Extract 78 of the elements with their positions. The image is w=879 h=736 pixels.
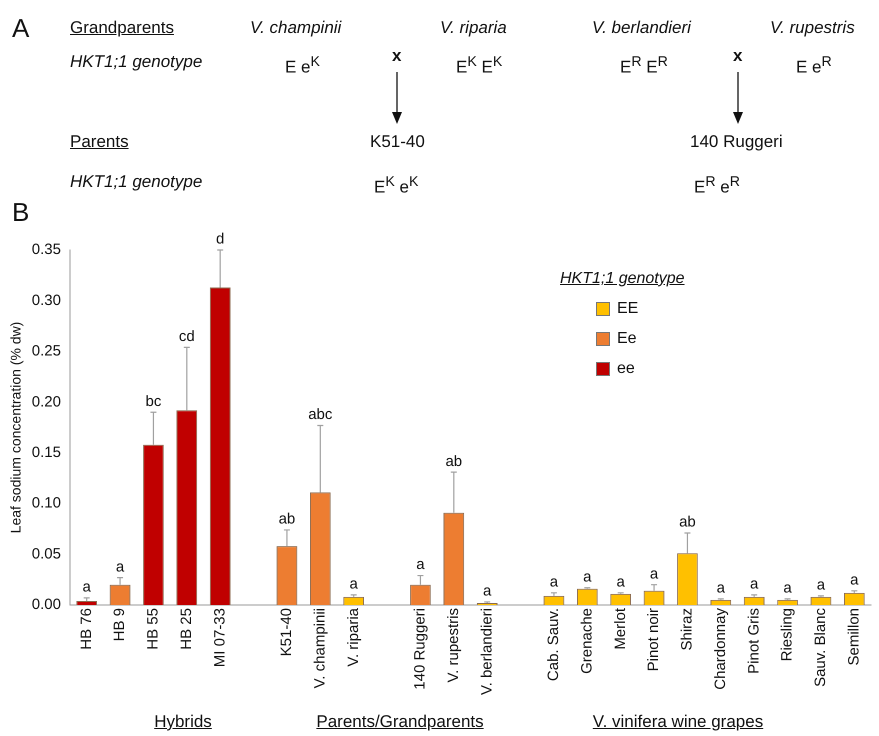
x-tick-label: Shiraz: [678, 608, 696, 651]
text: HKT1;1 genotype: [70, 172, 202, 192]
x-tick-label: K51-40: [278, 608, 296, 656]
y-tick-label: 0.10: [32, 494, 61, 512]
y-tick-label: 0.00: [32, 596, 61, 614]
text: K51-40: [370, 132, 425, 152]
x-tick-label: Grenache: [578, 608, 596, 674]
text: A: [12, 13, 30, 43]
legend-title: HKT1;1 genotype: [560, 270, 685, 288]
y-tick-label: 0.30: [32, 292, 61, 309]
annotation: d: [216, 230, 224, 248]
annotation: a: [116, 558, 125, 576]
text: E$^{R}$ E$^{R}$: [620, 53, 668, 78]
text: x: [733, 46, 742, 66]
text: x: [392, 46, 402, 66]
x-tick-label: Semillon: [845, 608, 862, 666]
text: V. riparia: [440, 18, 507, 38]
text: V. berlandieri: [592, 18, 691, 38]
x-tick-label: Merlot: [612, 607, 629, 650]
text: E e$^{K}$: [285, 53, 320, 78]
y-tick-label: 0.05: [32, 545, 61, 562]
text: Parents/Grandparents: [316, 712, 484, 732]
annotation: bc: [146, 392, 162, 410]
x-tick-label: V. berlandieri: [478, 608, 496, 696]
text: E$^{K}$ E$^{K}$: [456, 53, 502, 78]
annotation: a: [816, 576, 826, 594]
annotation: abc: [308, 406, 333, 424]
annotation: a: [82, 578, 92, 596]
x-tick-label: Pinot Gris: [745, 608, 762, 674]
text: Parents: [70, 132, 129, 152]
x-tick-label: Riesling: [778, 608, 796, 662]
legend-label: EE: [617, 300, 638, 318]
y-tick-label: 0.25: [32, 342, 61, 360]
text: B: [12, 197, 30, 227]
x-tick-label: 140 Ruggeri: [412, 608, 429, 690]
annotation: a: [483, 582, 492, 600]
annotation: a: [750, 575, 760, 592]
x-tick-label: V. champinii: [311, 608, 328, 688]
annotation: a: [416, 556, 426, 574]
text: V. champinii: [250, 18, 342, 38]
x-tick-label: Pinot noir: [645, 608, 662, 672]
annotation: a: [650, 565, 659, 582]
y-tick-label: 0.20: [32, 393, 61, 410]
y-tick-label: 0.15: [32, 444, 61, 461]
annotation: a: [350, 575, 359, 592]
annotation: a: [550, 573, 559, 590]
text: Hybrids: [154, 712, 212, 732]
x-tick-label: Cab. Sauv.: [545, 608, 562, 682]
annotation: a: [616, 573, 626, 590]
text: E$^{R}$ e$^{R}$: [694, 173, 740, 198]
text: V. vinifera wine grapes: [592, 712, 764, 732]
x-tick-label: Sauv. Blanc: [812, 608, 830, 687]
annotation: ab: [278, 510, 296, 528]
x-tick-label: HB 25: [178, 608, 195, 650]
text: HKT1;1 genotype: [70, 52, 202, 72]
legend-label: ee: [617, 360, 635, 378]
text: E$^{K}$ e$^{K}$: [374, 173, 418, 198]
text: Grandparents: [70, 18, 174, 38]
text: E e$^{R}$: [796, 53, 832, 78]
x-tick-label: MI 07-33: [211, 608, 228, 668]
x-tick-label: V. riparia: [344, 607, 362, 667]
annotation: cd: [178, 328, 195, 346]
annotation: ab: [679, 514, 696, 531]
y-axis-title: Leaf sodium concentration (% dw): [7, 322, 24, 534]
text: 140 Ruggeri: [690, 132, 783, 152]
legend-label: Ee: [617, 330, 637, 348]
y-tick-label: 0.35: [32, 241, 61, 258]
x-tick-label: HB 55: [144, 608, 162, 650]
x-tick-label: Chardonnay: [712, 608, 729, 690]
annotation: ab: [445, 452, 462, 470]
text: V. rupestris: [770, 18, 855, 38]
annotation: a: [583, 568, 592, 586]
annotation: a: [716, 580, 726, 597]
x-tick-label: V. rupestris: [444, 608, 462, 682]
x-tick-label: HB 76: [78, 608, 95, 650]
annotation: a: [850, 571, 860, 588]
x-tick-label: HB 9: [111, 608, 128, 642]
annotation: a: [783, 580, 792, 597]
